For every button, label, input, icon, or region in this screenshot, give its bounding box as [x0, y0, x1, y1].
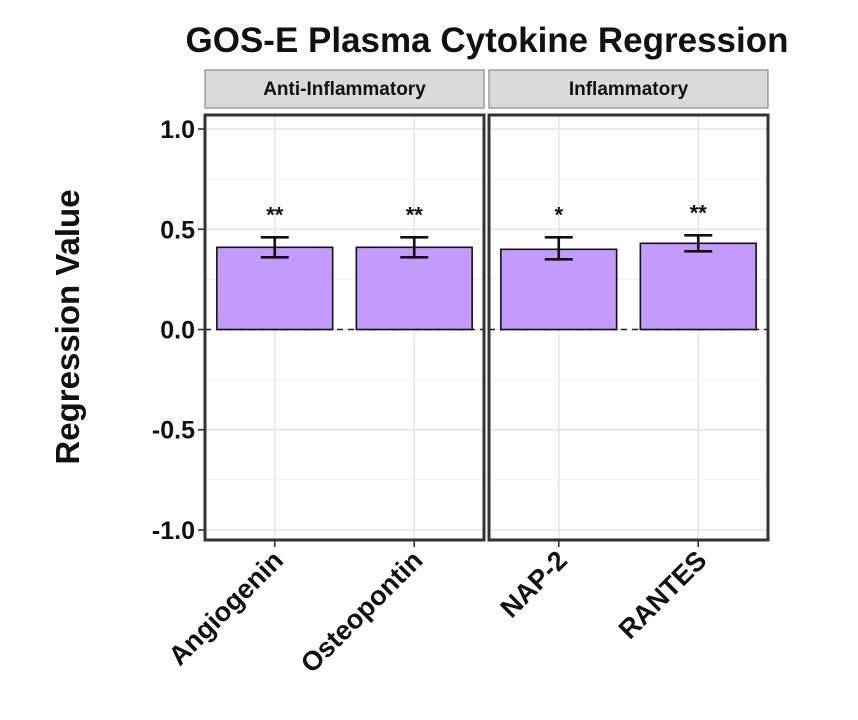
y-tick-label: -1.0 [152, 517, 195, 545]
panel-border [487, 113, 770, 542]
x-tick-label: Osteopontin [295, 545, 429, 679]
significance-label: ** [266, 202, 284, 227]
x-tick-label: RANTES [613, 545, 713, 645]
y-tick-label: -0.5 [152, 417, 195, 445]
facet-panel-2: Inflammatory * NAP-2 ** RANTES [487, 69, 770, 645]
x-tick-label: Angiogenin [163, 545, 289, 671]
y-tick-label: 0.0 [160, 317, 195, 345]
facet-panel-1: Anti-Inflammatory ** Angiogenin ** Osteopont… [163, 69, 486, 679]
facet-strip-label: Inflammatory [569, 79, 689, 100]
x-tick-label: NAP-2 [494, 545, 572, 623]
y-axis-label: Regression Value [49, 189, 86, 464]
bar-rantes [639, 242, 757, 331]
bar-nap-2 [500, 248, 618, 331]
facet-strip-label: Anti-Inflammatory [263, 79, 426, 100]
y-tick-label: 0.5 [160, 216, 195, 244]
panel-border [203, 113, 486, 542]
y-axis: 1.0 0.5 0.0 -0.5 -1.0 [152, 116, 205, 545]
bar-angiogenin [216, 246, 334, 331]
significance-label: ** [406, 202, 424, 227]
y-tick-label: 1.0 [160, 116, 195, 144]
facet-panels: Anti-Inflammatory ** Angiogenin ** Osteopont… [163, 69, 770, 679]
chart-title: GOS-E Plasma Cytokine Regression [186, 21, 789, 60]
facet-strip [488, 69, 769, 109]
significance-label: ** [690, 200, 708, 225]
bar-osteopontin [355, 246, 473, 331]
facet-strip [204, 69, 485, 109]
significance-label: * [554, 202, 563, 227]
